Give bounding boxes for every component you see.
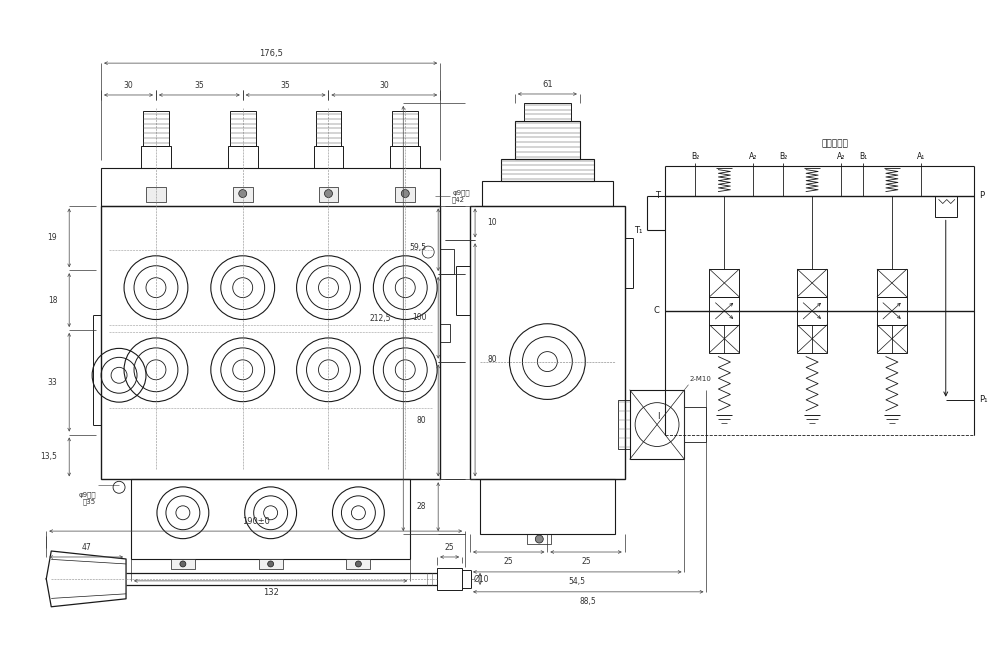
Text: T₁: T₁ <box>634 226 643 235</box>
Bar <box>501 159 594 181</box>
Text: A₂: A₂ <box>749 152 757 161</box>
Text: 25: 25 <box>445 542 454 551</box>
Text: φ9面孔
深42: φ9面孔 深42 <box>452 189 470 203</box>
Text: φ9面孔
深35: φ9面孔 深35 <box>78 491 96 506</box>
Bar <box>141 146 171 168</box>
Bar <box>797 269 827 297</box>
Bar <box>346 559 370 569</box>
Text: 61: 61 <box>542 79 553 88</box>
Text: 100: 100 <box>412 313 426 322</box>
Bar <box>797 325 827 353</box>
Text: B₂: B₂ <box>691 152 700 161</box>
Bar <box>524 103 571 121</box>
Text: 35: 35 <box>281 81 290 90</box>
Bar <box>233 186 253 201</box>
Circle shape <box>401 190 409 197</box>
Text: 190±0: 190±0 <box>242 517 270 526</box>
Text: 28: 28 <box>417 502 426 511</box>
Bar <box>390 146 420 168</box>
Bar <box>171 559 195 569</box>
Bar <box>470 206 625 479</box>
Text: C: C <box>654 306 660 315</box>
Text: Ø10: Ø10 <box>474 575 490 583</box>
Circle shape <box>180 561 186 567</box>
Text: 35: 35 <box>194 81 204 90</box>
Bar <box>797 297 827 325</box>
Bar <box>131 479 410 559</box>
Bar <box>395 186 415 201</box>
Bar <box>515 121 580 159</box>
Text: A₁: A₁ <box>917 152 925 161</box>
Bar <box>437 568 462 590</box>
Text: 13,5: 13,5 <box>40 452 57 461</box>
Bar <box>392 111 418 146</box>
Circle shape <box>268 561 274 567</box>
Text: 47: 47 <box>81 542 91 551</box>
Text: 30: 30 <box>379 81 389 90</box>
Bar <box>319 186 338 201</box>
Bar <box>101 168 440 206</box>
Text: 80: 80 <box>417 416 426 425</box>
Bar <box>709 269 739 297</box>
Bar <box>314 146 343 168</box>
Text: 18: 18 <box>48 295 57 304</box>
Text: 212,5: 212,5 <box>370 314 391 323</box>
Text: 25: 25 <box>581 557 591 566</box>
Bar <box>618 400 630 449</box>
Bar <box>877 269 907 297</box>
Text: B₂: B₂ <box>779 152 787 161</box>
Bar <box>630 390 684 459</box>
Text: P: P <box>979 191 984 200</box>
Text: 176,5: 176,5 <box>259 48 283 57</box>
Bar <box>228 146 258 168</box>
Text: 54,5: 54,5 <box>569 577 586 586</box>
Text: A₂: A₂ <box>837 152 845 161</box>
Bar <box>877 325 907 353</box>
Text: 132: 132 <box>263 588 279 597</box>
Bar <box>935 195 957 217</box>
Text: 19: 19 <box>48 233 57 243</box>
Text: 25: 25 <box>504 557 514 566</box>
Bar <box>709 325 739 353</box>
Bar <box>316 111 341 146</box>
Bar <box>230 111 256 146</box>
Text: 10: 10 <box>487 219 497 228</box>
Bar <box>143 111 169 146</box>
Text: T: T <box>655 191 660 200</box>
Bar <box>709 297 739 325</box>
Bar <box>259 559 283 569</box>
Bar <box>146 186 166 201</box>
Bar <box>101 206 440 479</box>
Text: P₁: P₁ <box>979 395 987 404</box>
Bar <box>440 324 450 342</box>
Text: B₁: B₁ <box>859 152 867 161</box>
Circle shape <box>355 561 361 567</box>
Text: 59,5: 59,5 <box>409 243 426 252</box>
Text: I: I <box>657 412 660 421</box>
Text: 33: 33 <box>47 378 57 387</box>
Bar <box>684 407 706 442</box>
Text: 液压系统图: 液压系统图 <box>821 139 848 148</box>
Text: 88,5: 88,5 <box>580 597 597 606</box>
Bar <box>440 249 454 274</box>
Circle shape <box>324 190 332 197</box>
Circle shape <box>239 190 247 197</box>
Text: 2-M10: 2-M10 <box>689 376 711 382</box>
Text: 30: 30 <box>124 81 133 90</box>
Text: 80: 80 <box>487 355 497 364</box>
Bar <box>482 181 613 206</box>
Bar <box>527 534 551 544</box>
Bar <box>480 479 615 534</box>
Circle shape <box>535 535 543 543</box>
Bar <box>877 297 907 325</box>
